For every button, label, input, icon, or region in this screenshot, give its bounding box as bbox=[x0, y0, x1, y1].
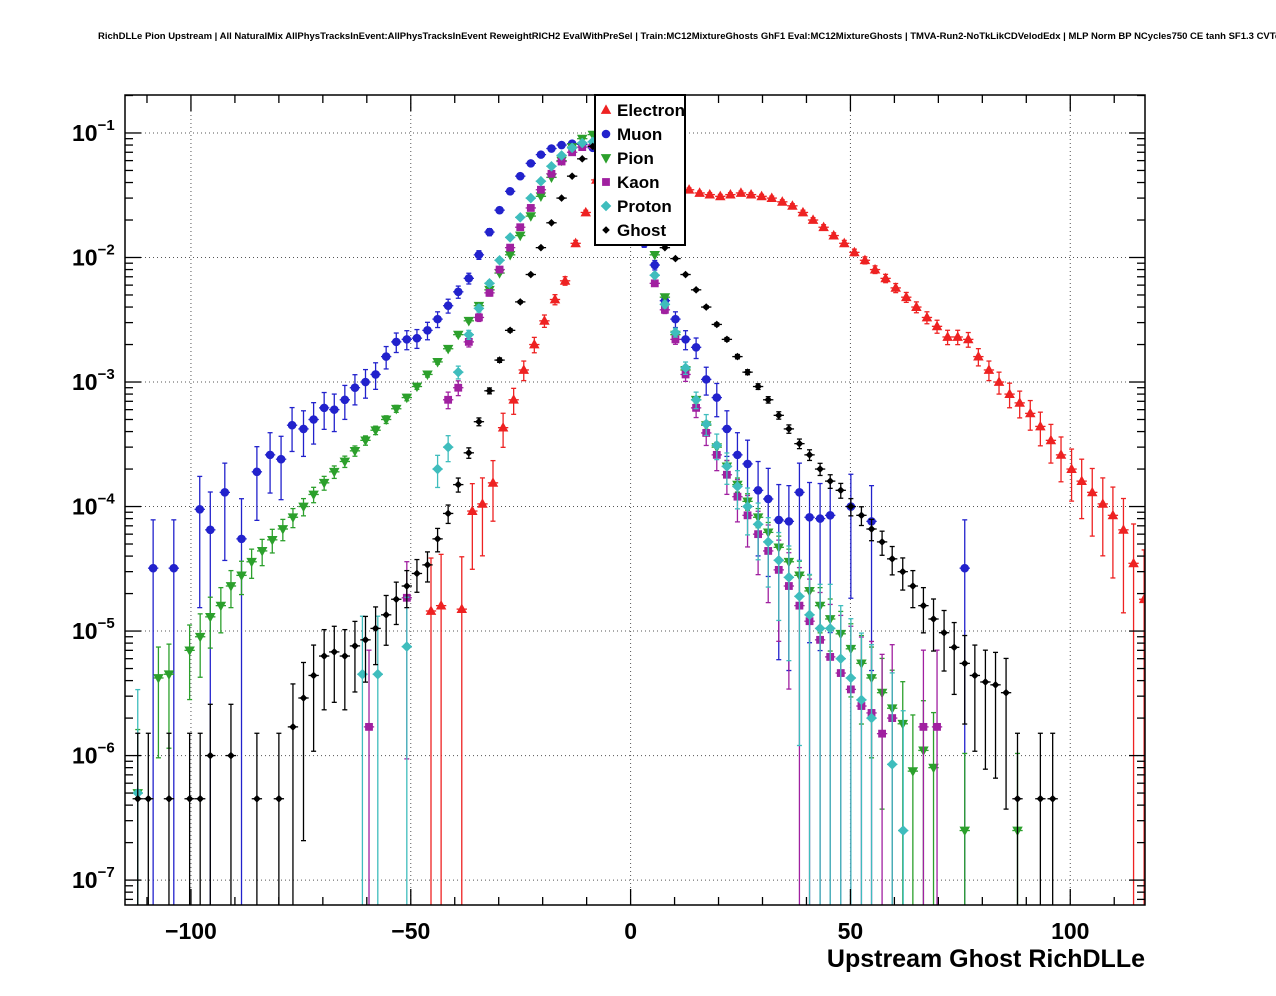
svg-text:100: 100 bbox=[1051, 918, 1089, 944]
svg-text:10−1: 10−1 bbox=[72, 117, 115, 146]
series-proton bbox=[132, 136, 909, 905]
svg-text:10−6: 10−6 bbox=[72, 740, 115, 769]
legend-marker-diamond-icon bbox=[600, 200, 612, 212]
series-ghost bbox=[132, 135, 1058, 905]
axis-ticks bbox=[125, 94, 1145, 905]
svg-text:10−3: 10−3 bbox=[72, 366, 115, 395]
x-axis-title-group: Upstream Ghost RichDLLe bbox=[827, 945, 1145, 973]
legend-item-muon: Muon bbox=[598, 122, 684, 146]
svg-text:10−2: 10−2 bbox=[72, 241, 115, 270]
legend-box: Electron Muon Pion Kaon Proton Ghost bbox=[594, 94, 686, 246]
legend-marker-circle-icon bbox=[601, 129, 611, 139]
legend-label: Pion bbox=[617, 148, 654, 168]
svg-text:10−4: 10−4 bbox=[72, 491, 115, 520]
x-axis-title: Upstream Ghost RichDLLe bbox=[827, 945, 1145, 973]
legend-label: Proton bbox=[617, 196, 672, 216]
legend-marker-square-icon bbox=[602, 178, 610, 186]
legend-marker-diamond-small-icon bbox=[602, 226, 610, 234]
series-pion bbox=[132, 130, 1023, 905]
y-axis-labels: 10−1 10−2 10−3 10−4 10−5 10−6 10−7 bbox=[72, 117, 115, 893]
legend-item-pion: Pion bbox=[598, 146, 684, 170]
legend-label: Ghost bbox=[617, 220, 667, 240]
svg-text:10−5: 10−5 bbox=[72, 615, 115, 644]
series-muon bbox=[147, 139, 970, 905]
legend-item-proton: Proton bbox=[598, 194, 684, 218]
svg-text:−100: −100 bbox=[165, 918, 217, 944]
legend-marker-triangle-down-icon bbox=[600, 154, 612, 164]
svg-text:10−7: 10−7 bbox=[72, 864, 115, 893]
plot-title: RichDLLe Pion Upstream | All NaturalMix … bbox=[98, 31, 1276, 42]
svg-text:−50: −50 bbox=[391, 918, 430, 944]
svg-text:50: 50 bbox=[838, 918, 864, 944]
legend-label: Kaon bbox=[617, 172, 660, 192]
legend-item-ghost: Ghost bbox=[598, 218, 684, 242]
legend-label: Electron bbox=[617, 100, 686, 120]
legend-item-kaon: Kaon bbox=[598, 170, 684, 194]
x-axis-labels: −100 −50 0 50 100 bbox=[165, 918, 1089, 944]
legend-label: Muon bbox=[617, 124, 663, 144]
legend-marker-triangle-up-icon bbox=[600, 104, 612, 114]
legend-item-electron: Electron bbox=[598, 98, 686, 122]
svg-text:0: 0 bbox=[624, 918, 637, 944]
